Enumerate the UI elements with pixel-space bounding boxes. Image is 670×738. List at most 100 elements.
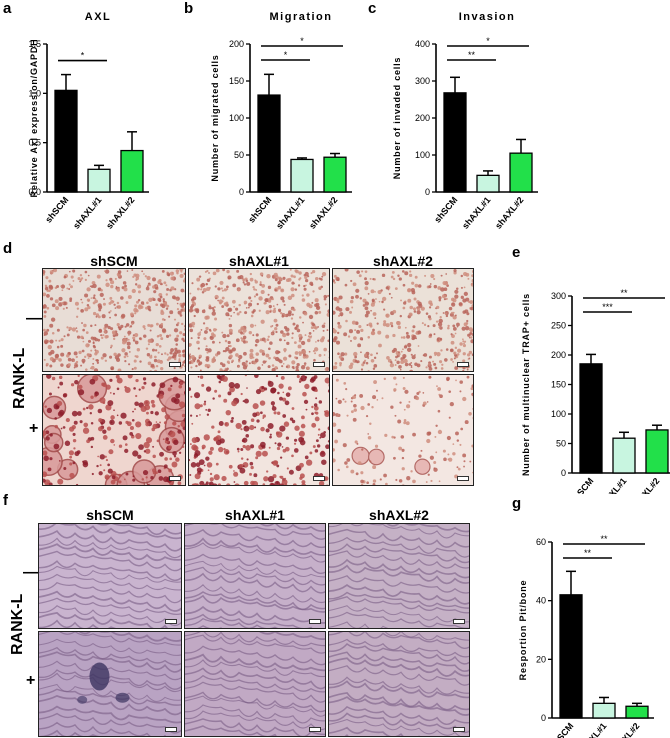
- chart-title: Invasion: [459, 11, 516, 23]
- y-tick-label: 200: [551, 350, 566, 360]
- y-tick-label: 250: [551, 321, 566, 331]
- y-tick-label: 0.5: [28, 138, 41, 148]
- f-row-plus-label: +: [26, 672, 36, 689]
- pit-micrograph-shaxl2-minus: [328, 523, 470, 629]
- panel-label-b: b: [184, 0, 194, 17]
- chart-title: Migration: [270, 11, 333, 23]
- significance-stars: **: [584, 548, 592, 558]
- y-tick-label: 0: [561, 468, 566, 478]
- pit-micrograph-shaxl1-minus: [184, 523, 326, 629]
- y-tick-label: 20: [536, 654, 546, 664]
- y-axis-label: Resportion Pit/bone: [518, 580, 528, 681]
- bar-shscm: [443, 92, 467, 193]
- f-row-minus-label: —: [23, 564, 39, 581]
- panel-label-c: c: [368, 0, 377, 17]
- category-label: shAXL#1: [576, 721, 608, 738]
- trap-micrograph-shaxl2-plus: [332, 374, 474, 486]
- f-col-title-shaxl1: shAXL#1: [225, 507, 285, 523]
- y-tick-label: 100: [415, 150, 430, 160]
- d-row-plus-label: +: [29, 420, 39, 437]
- trap-micrograph-shaxl1-plus: [188, 374, 330, 486]
- category-label: shAXL#1: [71, 195, 103, 231]
- y-tick-label: 200: [229, 39, 244, 49]
- pit-micrograph-shaxl1-plus: [184, 631, 326, 737]
- significance-stars: *: [300, 36, 304, 46]
- y-axis-label: Number of invaded cells: [392, 57, 402, 179]
- y-tick-label: 0.0: [28, 187, 41, 197]
- d-row-minus-label: —: [26, 310, 42, 327]
- trap-micrograph-shscm-minus: [42, 268, 186, 372]
- trap-micrograph-shaxl2-minus: [332, 268, 474, 372]
- y-tick-label: 0: [425, 187, 430, 197]
- f-col-title-shscm: shSCM: [86, 507, 134, 523]
- bar-shaxl2: [509, 152, 533, 193]
- d-col-title-shaxl1: shAXL#1: [229, 253, 289, 269]
- bar-shaxl2: [625, 705, 649, 719]
- y-tick-label: 50: [234, 150, 244, 160]
- bar-shscm: [257, 94, 281, 193]
- bar-shscm: [54, 89, 78, 193]
- panel-label-g: g: [512, 495, 522, 512]
- y-axis-label: Relative Axl expression/GAPDH: [29, 39, 39, 198]
- chart-title: AXL: [85, 11, 112, 23]
- f-col-title-shaxl2: shAXL#2: [369, 507, 429, 523]
- y-tick-label: 60: [536, 537, 546, 547]
- significance-stars: *: [81, 51, 85, 61]
- pit-micrograph-shaxl2-plus: [328, 631, 470, 737]
- f-rankl-label: RANK-L: [9, 593, 26, 655]
- category-label: shAXL#2: [307, 195, 339, 231]
- trap-micrograph-shaxl1-minus: [188, 268, 330, 372]
- y-tick-label: 0: [239, 187, 244, 197]
- category-label: shAXL#2: [629, 476, 661, 494]
- panel-label-e: e: [512, 244, 521, 261]
- category-label: shAXL#1: [596, 476, 628, 494]
- significance-stars: ***: [602, 302, 613, 312]
- bar-shaxl1: [476, 174, 500, 193]
- category-label: shSCM: [568, 476, 595, 494]
- bar-shaxl2: [645, 429, 669, 474]
- chart-invasion: 0 100 200 300 400 Invasion Number of invaded c…: [392, 11, 538, 231]
- y-tick-label: 150: [551, 380, 566, 390]
- chart-trap-cells: 0 50 100 150 200 250 300 Number of multinuclear…: [521, 288, 670, 494]
- pit-micrograph-shscm-minus: [38, 523, 182, 629]
- bar-shaxl2: [323, 156, 347, 193]
- category-label: shSCM: [246, 195, 273, 225]
- bar-shscm: [579, 363, 603, 474]
- y-tick-label: 150: [229, 76, 244, 86]
- pit-micrograph-shscm-plus: [38, 631, 182, 737]
- y-tick-label: 40: [536, 596, 546, 606]
- bar-shaxl1: [592, 702, 616, 719]
- y-tick-label: 1.5: [28, 39, 41, 49]
- y-axis-label: Number of multinuclear TRAP+ cells: [521, 293, 531, 476]
- d-col-title-shaxl2: shAXL#2: [373, 253, 433, 269]
- bar-shaxl2: [120, 149, 144, 193]
- y-tick-label: 200: [415, 113, 430, 123]
- bar-shscm: [559, 594, 583, 719]
- y-tick-label: 100: [229, 113, 244, 123]
- panel-label-a: a: [3, 0, 12, 17]
- significance-stars: **: [620, 288, 628, 298]
- significance-stars: *: [284, 50, 288, 60]
- category-label: shSCM: [43, 195, 70, 225]
- bar-shaxl1: [612, 437, 636, 474]
- y-tick-label: 50: [556, 439, 566, 449]
- d-col-title-shscm: shSCM: [90, 253, 138, 269]
- significance-stars: *: [486, 36, 490, 46]
- category-label: shAXL#2: [609, 721, 641, 738]
- category-label: shAXL#2: [493, 195, 525, 231]
- panel-label-d: d: [3, 240, 13, 257]
- bar-shaxl1: [290, 158, 314, 193]
- category-label: shAXL#1: [274, 195, 306, 231]
- panel-label-f: f: [3, 492, 8, 509]
- significance-stars: **: [600, 534, 608, 544]
- bar-shaxl1: [87, 168, 111, 193]
- category-label: shAXL#2: [104, 195, 136, 231]
- y-tick-label: 300: [415, 76, 430, 86]
- d-rankl-label: RANK-L: [11, 347, 28, 409]
- y-tick-label: 1.0: [28, 88, 41, 98]
- significance-stars: **: [468, 50, 476, 60]
- chart-axl-expression: 0.0 0.5 1.0 1.5 AXL Relative Axl expression/G…: [28, 11, 149, 231]
- y-axis-label: Number of migrated cells: [210, 54, 220, 181]
- chart-resorption-pits: 0 20 40 60 Resportion Pit/bone shSCMshAXL#1sh…: [518, 534, 654, 738]
- y-tick-label: 300: [551, 291, 566, 301]
